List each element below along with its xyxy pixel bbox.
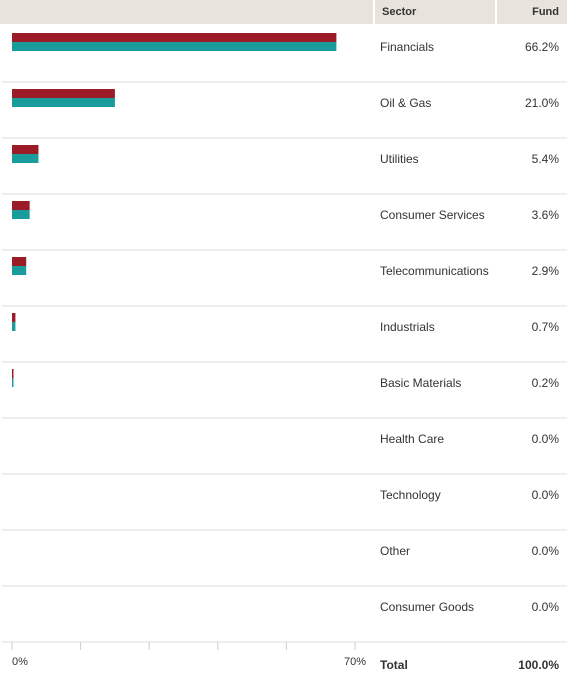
bar-red	[12, 257, 27, 266]
total-label: Total	[380, 658, 408, 672]
category-label: Basic Materials	[380, 376, 461, 390]
bar-teal	[12, 210, 30, 219]
bar-teal	[12, 42, 337, 51]
bar-teal	[12, 98, 115, 107]
category-label: Oil & Gas	[380, 96, 431, 110]
bar-teal	[12, 266, 27, 275]
category-label: Health Care	[380, 432, 444, 446]
bar-red	[12, 313, 16, 322]
bar-teal	[12, 378, 14, 387]
category-label: Other	[380, 544, 410, 558]
header-background	[0, 0, 373, 24]
value-label: 0.0%	[532, 488, 560, 502]
bar-red	[12, 89, 115, 98]
category-label: Consumer Services	[380, 208, 485, 222]
bar-teal	[12, 154, 39, 163]
category-label: Telecommunications	[380, 264, 489, 278]
bar-teal	[12, 322, 16, 331]
fund-column-header: Fund	[532, 6, 559, 18]
value-label: 0.0%	[532, 544, 560, 558]
value-label: 5.4%	[532, 152, 560, 166]
chart-rows: Financials 66.2% Oil & Gas 21.0% Utilities 5.…	[2, 33, 567, 643]
value-label: 2.9%	[532, 264, 560, 278]
category-label: Financials	[380, 40, 434, 54]
bar-red	[12, 369, 14, 378]
bar-red	[12, 145, 39, 154]
value-label: 66.2%	[525, 40, 559, 54]
x-axis: 0% 70%	[11, 642, 366, 668]
x-tick-label: 70%	[344, 656, 366, 668]
value-label: 0.0%	[532, 600, 560, 614]
x-tick-label: 0%	[12, 656, 28, 668]
category-label: Technology	[380, 488, 441, 502]
value-label: 0.2%	[532, 376, 560, 390]
total-value: 100.0%	[518, 658, 559, 672]
value-label: 0.7%	[532, 320, 560, 334]
value-label: 0.0%	[532, 432, 560, 446]
fund-header-cell	[497, 0, 567, 24]
bar-red	[12, 33, 337, 42]
sector-column-header: Sector	[382, 6, 417, 18]
category-label: Industrials	[380, 320, 435, 334]
sector-header-cell	[375, 0, 495, 24]
bar-red	[12, 201, 30, 210]
value-label: 3.6%	[532, 208, 560, 222]
value-label: 21.0%	[525, 96, 559, 110]
category-label: Consumer Goods	[380, 600, 474, 614]
category-label: Utilities	[380, 152, 419, 166]
